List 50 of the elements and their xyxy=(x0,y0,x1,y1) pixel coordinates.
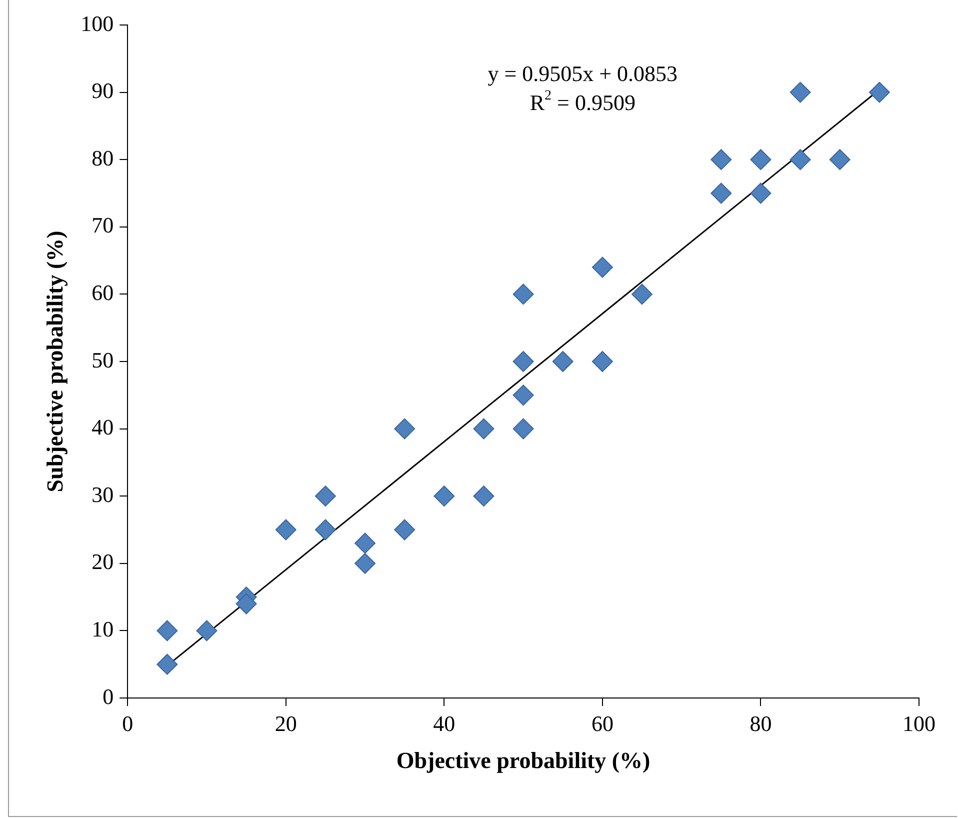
y-tick-label: 60 xyxy=(92,280,114,305)
point xyxy=(314,486,336,507)
y-tick-label: 90 xyxy=(92,78,114,104)
point xyxy=(750,182,772,204)
point xyxy=(512,284,534,305)
point xyxy=(592,256,613,278)
x-tick-label: 100 xyxy=(902,710,936,736)
y-tick-label: 100 xyxy=(80,10,114,36)
point xyxy=(592,351,613,372)
point xyxy=(314,519,336,540)
y-tick-label: 20 xyxy=(92,549,114,574)
y-tick-label: 50 xyxy=(92,347,114,372)
point xyxy=(156,620,178,642)
annotation: y = 0.9505x + 0.0853 xyxy=(488,60,678,86)
point xyxy=(790,149,811,170)
point xyxy=(354,532,376,554)
point xyxy=(868,82,890,103)
point xyxy=(790,82,811,103)
point xyxy=(354,552,376,574)
x-tick-label: 0 xyxy=(122,710,134,736)
point xyxy=(829,149,850,170)
point xyxy=(275,519,296,540)
y-tick-label: 30 xyxy=(92,482,114,507)
point xyxy=(710,182,732,204)
y-tick-label: 40 xyxy=(92,414,114,440)
x-tick-label: 40 xyxy=(433,710,456,736)
point xyxy=(512,384,534,406)
point xyxy=(512,351,534,372)
point xyxy=(156,654,178,675)
x-tick-label: 20 xyxy=(274,710,297,736)
x-tick-label: 60 xyxy=(591,710,614,736)
point xyxy=(710,149,732,170)
y-axis-title: Subjective probability (%) xyxy=(42,230,68,492)
point xyxy=(236,593,257,614)
point xyxy=(434,486,455,507)
point xyxy=(394,519,416,540)
y-tick-label: 70 xyxy=(92,212,114,238)
y-tick-label: 0 xyxy=(102,684,114,709)
point xyxy=(552,351,574,372)
point xyxy=(750,149,772,170)
point xyxy=(473,418,494,440)
point xyxy=(473,486,494,507)
point xyxy=(394,418,416,440)
x-tick-label: 80 xyxy=(750,710,772,736)
point xyxy=(512,418,534,440)
y-tick-label: 10 xyxy=(92,616,114,642)
point xyxy=(632,284,653,305)
y-tick-label: 80 xyxy=(92,145,114,170)
point xyxy=(196,620,218,642)
x-axis-title: Objective probability (%) xyxy=(396,748,650,774)
